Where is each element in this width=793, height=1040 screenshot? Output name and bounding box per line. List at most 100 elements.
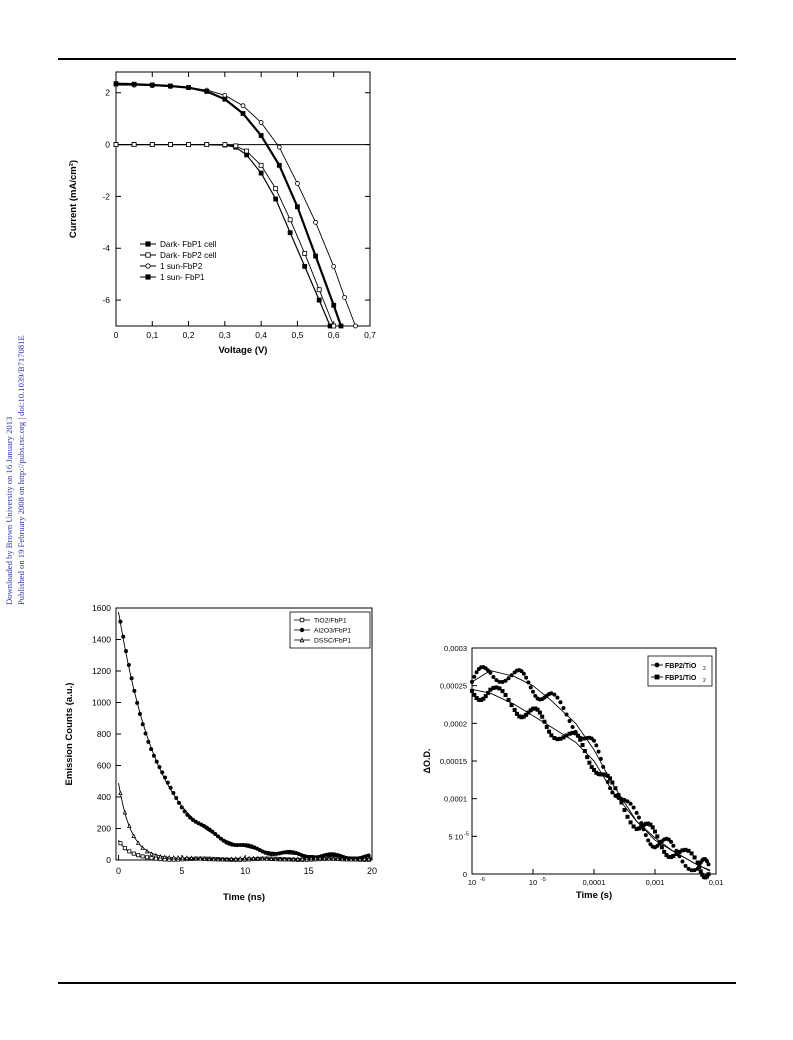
legend-subscript: 2	[703, 666, 706, 672]
data-point	[317, 855, 323, 861]
data-point	[193, 855, 199, 861]
data-point	[486, 668, 491, 673]
data-point	[124, 649, 129, 654]
data-point	[160, 770, 165, 775]
data-point	[224, 856, 230, 862]
x-tick-label: 5	[179, 866, 184, 876]
data-point	[131, 851, 136, 856]
data-point	[313, 855, 318, 861]
y-tick-label: -6	[102, 295, 110, 305]
data-point	[240, 111, 246, 116]
legend-subscript: 2	[703, 678, 706, 684]
data-point	[601, 764, 606, 769]
data-point	[561, 705, 566, 710]
data-point	[619, 800, 624, 805]
data-point	[348, 856, 354, 862]
x-axis-title: Voltage (V)	[219, 345, 268, 356]
data-point	[244, 148, 250, 154]
data-point	[591, 738, 596, 743]
y-tick-label: 1600	[92, 603, 111, 613]
data-point	[258, 170, 264, 176]
data-point	[474, 670, 479, 675]
data-point	[342, 295, 348, 300]
y-tick-label: 1400	[92, 635, 111, 645]
data-point	[470, 688, 475, 693]
y-tick-label: 2	[105, 88, 110, 98]
data-point	[171, 790, 176, 795]
data-point	[528, 685, 533, 690]
legend-marker	[654, 674, 660, 680]
data-point	[131, 833, 136, 838]
data-point	[339, 856, 345, 862]
data-point	[273, 186, 279, 192]
data-point	[149, 747, 154, 752]
data-point	[643, 833, 648, 838]
data-point	[131, 81, 137, 87]
data-point	[634, 810, 639, 815]
fit-curve-1	[118, 611, 373, 858]
data-point	[149, 82, 155, 88]
x-axis-title: Time (s)	[576, 890, 612, 901]
data-point	[646, 838, 651, 843]
data-point	[276, 162, 282, 168]
data-point	[168, 785, 173, 790]
x-tick-label: 0,2	[183, 330, 195, 340]
data-point	[648, 822, 653, 827]
data-point	[140, 722, 145, 727]
data-point	[137, 712, 142, 717]
data-point	[291, 856, 296, 862]
series-line-0	[116, 144, 331, 327]
data-point	[594, 743, 599, 748]
data-point	[680, 859, 685, 864]
data-point	[695, 860, 700, 865]
legend-label: 1 sun-FbP2	[160, 262, 203, 271]
data-point	[153, 856, 158, 861]
data-point	[276, 144, 282, 150]
data-point	[706, 862, 711, 867]
data-point	[146, 739, 151, 744]
data-point	[573, 731, 578, 736]
data-point	[165, 780, 170, 785]
y-tick-label: 0,0003	[444, 644, 467, 653]
data-point	[616, 793, 621, 798]
data-point	[589, 736, 594, 741]
y-tick-exponent: -5	[464, 831, 469, 837]
data-point	[322, 855, 327, 861]
download-notice-line2: Published on 19 February 2008 on http://…	[16, 335, 26, 605]
data-point	[304, 855, 309, 861]
data-point	[331, 263, 337, 269]
y-tick-label: 0,0002	[444, 719, 467, 728]
data-point	[631, 805, 636, 810]
data-point	[168, 142, 173, 147]
data-point	[598, 756, 603, 761]
data-point	[470, 679, 475, 684]
data-point	[524, 675, 529, 680]
data-point	[686, 866, 691, 871]
data-point	[578, 737, 583, 742]
data-point	[151, 753, 156, 758]
data-point	[338, 323, 344, 329]
data-point	[129, 676, 134, 681]
data-point	[300, 856, 305, 861]
data-point	[698, 869, 703, 874]
data-point	[662, 849, 667, 854]
data-point	[326, 855, 332, 861]
data-point	[608, 776, 613, 781]
y-tick-label: 5 10	[448, 832, 463, 841]
data-point	[472, 692, 477, 697]
legend-label: Dark- FbP1 cell	[160, 240, 217, 249]
series-line-3	[115, 82, 343, 327]
y-tick-label: 600	[97, 761, 111, 771]
y-tick-label: 800	[97, 729, 111, 739]
data-point	[580, 743, 585, 748]
data-point	[140, 845, 145, 850]
x-tick-label: 20	[367, 866, 377, 876]
data-point	[308, 855, 314, 861]
data-point	[163, 775, 168, 780]
data-point	[316, 287, 322, 293]
data-point	[540, 714, 545, 719]
y-axis-title: ΔO.D.	[422, 749, 432, 774]
data-point	[233, 143, 239, 149]
data-point	[182, 809, 187, 814]
legend-box	[647, 655, 713, 687]
